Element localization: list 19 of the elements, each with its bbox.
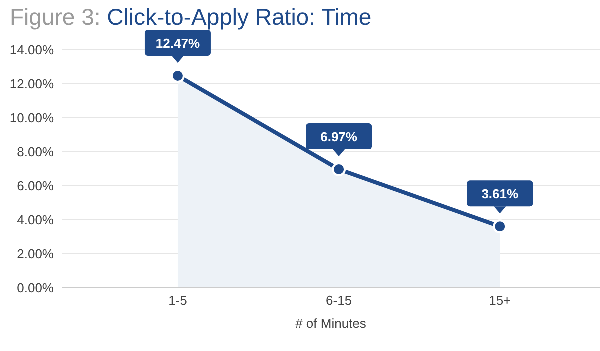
y-tick-label: 10.00% — [10, 110, 54, 126]
data-label: 3.61% — [482, 186, 519, 202]
y-tick-label: 2.00% — [17, 246, 54, 262]
y-tick-label: 4.00% — [17, 212, 54, 228]
y-tick-label: 8.00% — [17, 144, 54, 160]
x-tick-label: 15+ — [489, 293, 512, 308]
chart-subtitle: Click-to-Apply Ratio: Time — [107, 4, 372, 30]
data-label: 12.47% — [156, 36, 200, 52]
chart-title: Figure 3: — [10, 4, 101, 30]
data-label: 6.97% — [320, 130, 358, 145]
x-axis-title: # of Minutes — [296, 316, 367, 331]
point — [493, 220, 508, 234]
x-tick-label: 1-5 — [168, 293, 188, 308]
y-tick-label: 0.00% — [17, 280, 54, 296]
y-tick-label: 14.00% — [10, 42, 54, 58]
x-tick-label: 6-15 — [326, 293, 352, 308]
y-tick-label: 6.00% — [17, 178, 54, 194]
y-tick-label: 12.00% — [10, 76, 54, 92]
point — [332, 162, 346, 177]
